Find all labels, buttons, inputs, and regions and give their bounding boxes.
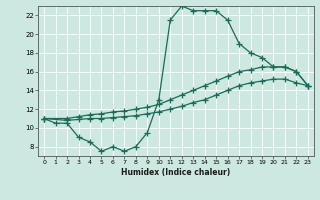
X-axis label: Humidex (Indice chaleur): Humidex (Indice chaleur)	[121, 168, 231, 177]
